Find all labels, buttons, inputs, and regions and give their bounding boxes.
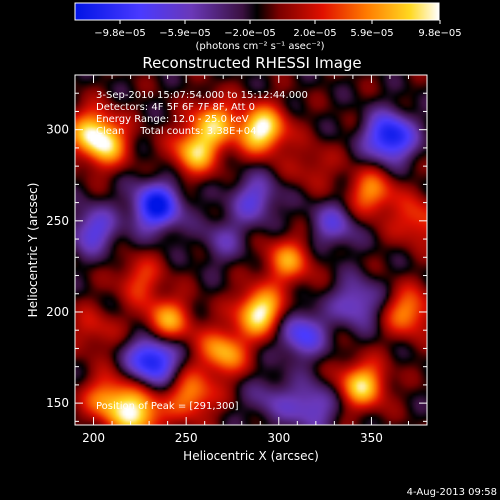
footer-date: 4-Aug-2013 09:58 xyxy=(407,487,497,498)
annotation-energy: Energy Range: 12.0 - 25.0 keV xyxy=(96,114,249,125)
heatmap-image xyxy=(75,75,427,425)
colorbar-tick-label: 9.8e−05 xyxy=(418,28,461,39)
x-axis-label: Heliocentric X (arcsec) xyxy=(183,449,319,463)
x-tick-label: 300 xyxy=(267,431,290,445)
x-tick-label: 200 xyxy=(82,431,105,445)
colorbar-tick-label: −5.9e−05 xyxy=(159,28,211,39)
annotation-time: 3-Sep-2010 15:07:54.000 to 15:12:44.000 xyxy=(96,90,308,101)
y-tick-label: 250 xyxy=(46,214,69,228)
y-tick-label: 150 xyxy=(46,396,69,410)
colorbar-unit: (photons cm⁻² s⁻¹ asec⁻²) xyxy=(195,41,324,52)
chart-title: Reconstructed RHESSI Image xyxy=(142,54,361,72)
x-tick-label: 250 xyxy=(175,431,198,445)
x-tick-label: 350 xyxy=(360,431,383,445)
axis-ticks: 200 250 300 350 150 200 250 300 xyxy=(46,74,428,445)
y-tick-label: 300 xyxy=(46,123,69,137)
colorbar xyxy=(74,2,440,21)
y-tick-label: 200 xyxy=(46,305,69,319)
colorbar-tick-label: 2.0e−05 xyxy=(293,28,336,39)
y-axis-label: Heliocentric Y (arcsec) xyxy=(26,183,40,318)
colorbar-tick-label: 5.9e−05 xyxy=(350,28,393,39)
colorbar-ticks xyxy=(119,20,441,24)
plot-frame xyxy=(74,74,428,426)
annotation-counts: Clean Total counts: 3.38E+04 xyxy=(96,126,256,137)
colorbar-tick-label: −9.8e−05 xyxy=(94,28,146,39)
colorbar-tick-label: −2.0e−05 xyxy=(224,28,276,39)
peak-position-label: Position of Peak = [291,300] xyxy=(96,401,239,412)
annotation-detectors: Detectors: 4F 5F 6F 7F 8F, Att 0 xyxy=(96,102,255,113)
